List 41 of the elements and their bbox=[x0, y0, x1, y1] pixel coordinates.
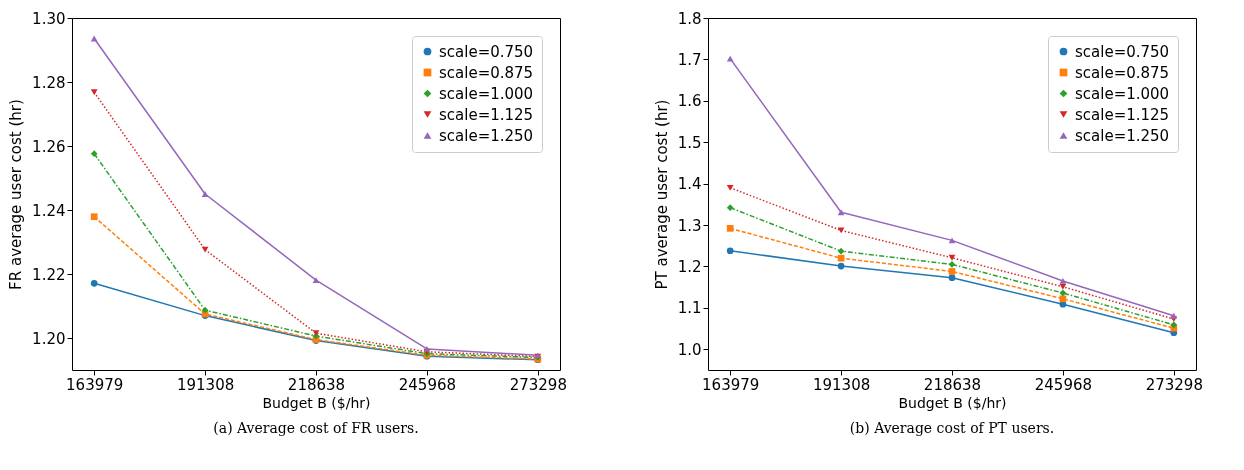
legend-label: scale=1.250 bbox=[439, 126, 534, 145]
y-tick-label: 1.5 bbox=[677, 133, 702, 152]
legend-label: scale=1.250 bbox=[1075, 126, 1170, 145]
x-axis-title: Budget B ($/hr) bbox=[262, 394, 371, 411]
x-tick-label: 191308 bbox=[176, 375, 235, 394]
y-tick-label: 1.0 bbox=[677, 340, 702, 359]
x-tick-label: 273298 bbox=[509, 375, 567, 394]
legend-label: scale=1.125 bbox=[439, 105, 534, 124]
legend-label: scale=0.875 bbox=[1075, 63, 1170, 82]
text: (a) Average cost of FR users. bbox=[213, 420, 419, 436]
legend-label: scale=1.125 bbox=[1075, 105, 1170, 124]
x-tick-label: 191308 bbox=[812, 375, 871, 394]
y-tick-label: 1.20 bbox=[32, 329, 66, 348]
x-tick-label: 218638 bbox=[287, 375, 346, 394]
x-tick-label: 245968 bbox=[398, 375, 457, 394]
legend-label: scale=0.750 bbox=[439, 42, 534, 61]
text: (b) Average cost of PT users. bbox=[849, 420, 1055, 436]
y-tick-label: 1.3 bbox=[677, 216, 702, 235]
y-tick-label: 1.22 bbox=[32, 265, 66, 284]
y-tick-label: 1.8 bbox=[677, 9, 702, 28]
y-tick-label: 1.6 bbox=[677, 92, 702, 111]
y-tick-label: 1.30 bbox=[32, 9, 66, 28]
y-tick-label: 1.4 bbox=[677, 175, 702, 194]
x-tick-label: 273298 bbox=[1145, 375, 1203, 394]
x-tick-label: 163979 bbox=[66, 375, 124, 394]
x-axis-title: Budget B ($/hr) bbox=[898, 394, 1007, 411]
legend-label: scale=0.875 bbox=[439, 63, 534, 82]
legend-label: scale=1.000 bbox=[439, 84, 534, 103]
legend-label: scale=1.000 bbox=[1075, 84, 1170, 103]
y-axis-title: PT average user cost (hr) bbox=[652, 99, 671, 290]
x-tick-label: 218638 bbox=[923, 375, 982, 394]
y-tick-label: 1.24 bbox=[32, 201, 66, 220]
y-tick-label: 1.7 bbox=[677, 50, 702, 69]
y-axis-title: FR average user cost (hr) bbox=[7, 99, 26, 290]
x-tick-label: 163979 bbox=[702, 375, 760, 394]
y-tick-label: 1.2 bbox=[677, 257, 702, 276]
y-tick-label: 1.26 bbox=[32, 137, 66, 156]
y-tick-label: 1.28 bbox=[32, 73, 66, 92]
x-tick-label: 245968 bbox=[1034, 375, 1093, 394]
legend-label: scale=0.750 bbox=[1075, 42, 1170, 61]
y-tick-label: 1.1 bbox=[677, 299, 702, 318]
